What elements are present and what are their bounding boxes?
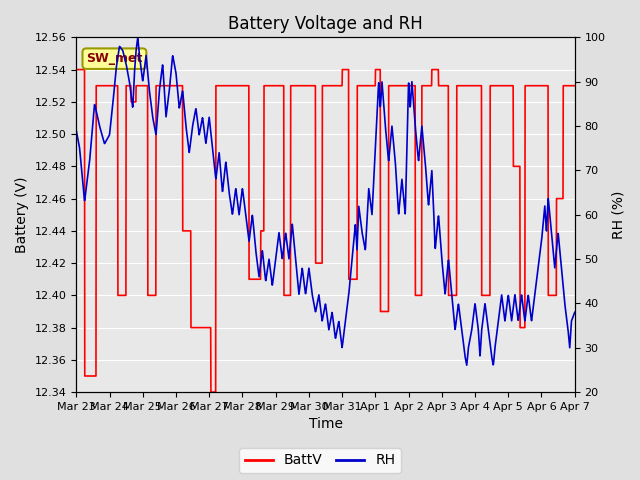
Title: Battery Voltage and RH: Battery Voltage and RH (228, 15, 423, 33)
RH (72, 128, 80, 133)
BattV (465, 83, 473, 89)
RH (571, 310, 579, 315)
BattV (315, 260, 323, 266)
RH (465, 340, 473, 346)
Legend: BattV, RH: BattV, RH (239, 448, 401, 473)
BattV (207, 389, 215, 395)
RH (134, 36, 141, 41)
BattV (72, 67, 80, 72)
RH (463, 362, 470, 368)
Text: SW_met: SW_met (86, 52, 143, 65)
BattV (302, 83, 310, 89)
RH (315, 292, 323, 298)
BattV (557, 196, 564, 202)
Line: BattV: BattV (76, 70, 575, 392)
BattV (556, 196, 564, 202)
RH (98, 131, 106, 137)
RH (557, 258, 564, 264)
X-axis label: Time: Time (308, 418, 342, 432)
Y-axis label: RH (%): RH (%) (611, 191, 625, 239)
RH (557, 255, 564, 261)
RH (302, 291, 310, 297)
BattV (571, 83, 579, 89)
Y-axis label: Battery (V): Battery (V) (15, 177, 29, 253)
Line: RH: RH (76, 38, 575, 365)
BattV (98, 83, 106, 89)
